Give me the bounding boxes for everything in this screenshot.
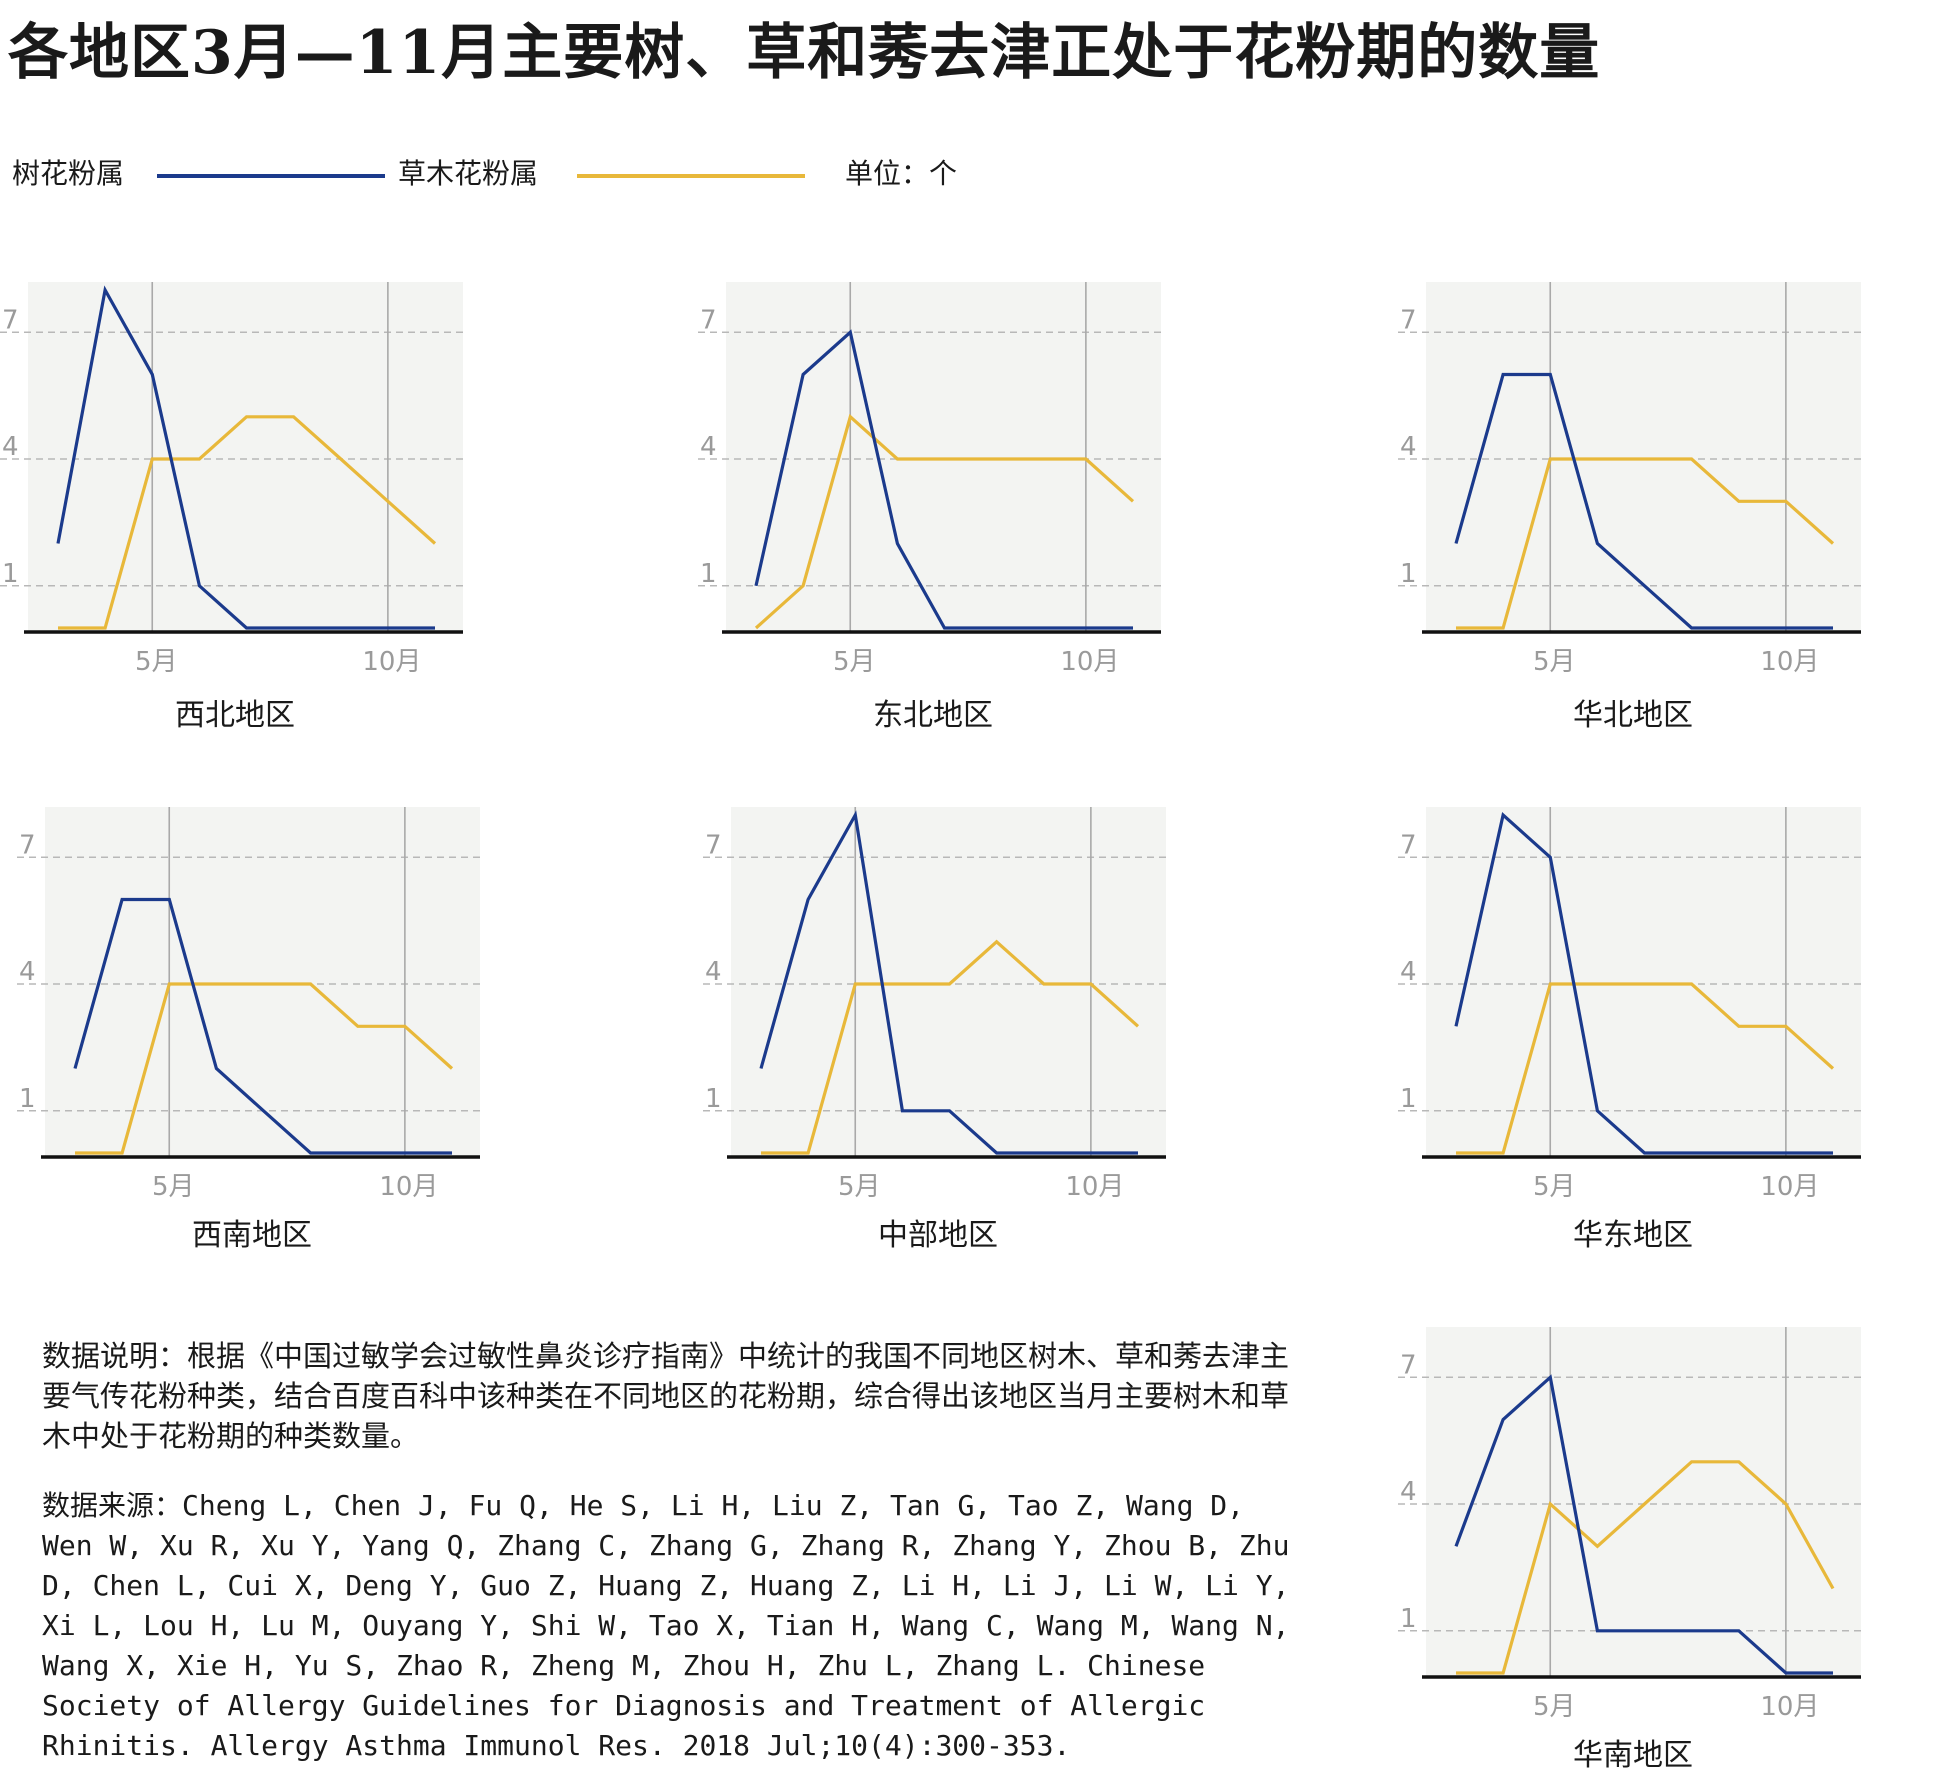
x-tick-label: 5月	[833, 647, 876, 677]
grass-pollen-line	[1456, 1460, 1835, 1675]
x-tick-label: 10月	[1065, 1172, 1124, 1202]
unit-label: 单位：个	[845, 157, 958, 190]
x-tick-label: 5月	[152, 1172, 195, 1202]
x-tick-label: 10月	[1760, 1692, 1819, 1722]
chart-panel-northwest: 1 4 7 5月 10月 西北地区	[0, 280, 470, 740]
y-tick-label: 4	[1400, 957, 1417, 987]
grass-pollen-line	[1456, 457, 1835, 630]
y-tick-label: 4	[2, 432, 19, 462]
y-tick-label: 1	[700, 559, 717, 589]
x-tick-label: 10月	[362, 647, 421, 677]
legend-grass-line	[577, 174, 805, 178]
plot-area	[1426, 807, 1861, 1157]
grass-pollen-line	[58, 415, 437, 630]
chart-svg-south: 1 4 7 5月 10月	[1398, 1327, 1861, 1722]
y-tick-label: 1	[19, 1084, 36, 1114]
x-tick-label: 5月	[838, 1172, 881, 1202]
y-tick-label: 1	[2, 559, 19, 589]
chart-svg-east: 1 4 7 5月 10月	[1398, 807, 1861, 1202]
chart-panel-south: 1 4 7 5月 10月 华南地区	[1398, 1325, 1868, 1785]
y-tick-label: 4	[700, 432, 717, 462]
chart-panel-central: 1 4 7 5月 10月 中部地区	[703, 805, 1173, 1265]
y-tick-label: 4	[1400, 432, 1417, 462]
plot-area	[731, 807, 1166, 1157]
legend-grass-label: 草木花粉属	[398, 157, 539, 190]
chart-svg-southwest: 1 4 7 5月 10月	[17, 807, 480, 1202]
chart-panel-northeast: 1 4 7 5月 10月 东北地区	[698, 280, 1168, 740]
plot-area	[45, 807, 480, 1157]
y-tick-label: 7	[705, 830, 722, 860]
data-source: 数据来源：Cheng L, Chen J, Fu Q, He S, Li H, …	[42, 1489, 1290, 1762]
chart-svg-central: 1 4 7 5月 10月	[703, 807, 1166, 1202]
y-tick-label: 7	[700, 305, 717, 335]
tree-pollen-line	[1454, 811, 1833, 1155]
legend-tree-label: 树花粉属	[12, 157, 125, 190]
plot-area	[28, 282, 463, 632]
y-tick-label: 7	[1400, 1350, 1417, 1380]
chart-svg-northwest: 1 4 7 5月 10月	[0, 282, 463, 677]
y-tick-label: 4	[1400, 1477, 1417, 1507]
chart-title-south: 华南地区	[1573, 1738, 1693, 1773]
tree-pollen-line	[754, 329, 1133, 630]
tree-pollen-line	[759, 810, 1138, 1155]
chart-panel-southwest: 1 4 7 5月 10月 西南地区	[17, 805, 487, 1265]
tree-pollen-line	[1454, 1374, 1833, 1675]
y-tick-label: 7	[2, 305, 19, 335]
tree-pollen-line	[73, 897, 452, 1155]
chart-svg-north: 1 4 7 5月 10月	[1398, 282, 1861, 677]
chart-svg-northeast: 1 4 7 5月 10月	[698, 282, 1161, 677]
grass-pollen-line	[75, 982, 454, 1155]
tree-pollen-line	[1454, 372, 1833, 630]
chart-title-northeast: 东北地区	[873, 698, 993, 733]
x-tick-label: 10月	[1760, 647, 1819, 677]
grass-pollen-line	[761, 939, 1140, 1155]
y-tick-label: 7	[19, 830, 36, 860]
plot-area	[726, 282, 1161, 632]
y-tick-label: 1	[705, 1084, 722, 1114]
x-tick-label: 10月	[1760, 1172, 1819, 1202]
y-tick-label: 1	[1400, 559, 1417, 589]
chart-panel-east: 1 4 7 5月 10月 华东地区	[1398, 805, 1868, 1265]
data-note: 数据说明：根据《中国过敏学会过敏性鼻炎诊疗指南》中统计的我国不同地区树木、草和莠…	[42, 1339, 1290, 1453]
x-tick-label: 10月	[379, 1172, 438, 1202]
chart-title-north: 华北地区	[1573, 698, 1693, 733]
chart-title-southwest: 西南地区	[192, 1218, 312, 1253]
grass-pollen-line	[754, 413, 1135, 630]
y-tick-label: 4	[19, 957, 36, 987]
plot-area	[1426, 1327, 1861, 1677]
x-tick-label: 5月	[1533, 647, 1576, 677]
chart-title-central: 中部地区	[878, 1218, 998, 1253]
y-tick-label: 1	[1400, 1084, 1417, 1114]
page-title: 各地区3月—11月主要树、草和莠去津正处于花粉期的数量	[8, 18, 1601, 88]
grass-pollen-line	[1456, 982, 1835, 1155]
x-tick-label: 10月	[1060, 647, 1119, 677]
plot-area	[1426, 282, 1861, 632]
chart-title-east: 华东地区	[1573, 1218, 1693, 1253]
y-tick-label: 4	[705, 957, 722, 987]
tree-pollen-line	[56, 285, 435, 630]
legend-tree-line	[157, 174, 385, 178]
chart-title-northwest: 西北地区	[175, 698, 295, 733]
x-tick-label: 5月	[135, 647, 178, 677]
y-tick-label: 7	[1400, 305, 1417, 335]
x-tick-label: 5月	[1533, 1692, 1576, 1722]
y-tick-label: 1	[1400, 1604, 1417, 1634]
chart-panel-north: 1 4 7 5月 10月 华北地区	[1398, 280, 1868, 740]
x-tick-label: 5月	[1533, 1172, 1576, 1202]
y-tick-label: 7	[1400, 830, 1417, 860]
